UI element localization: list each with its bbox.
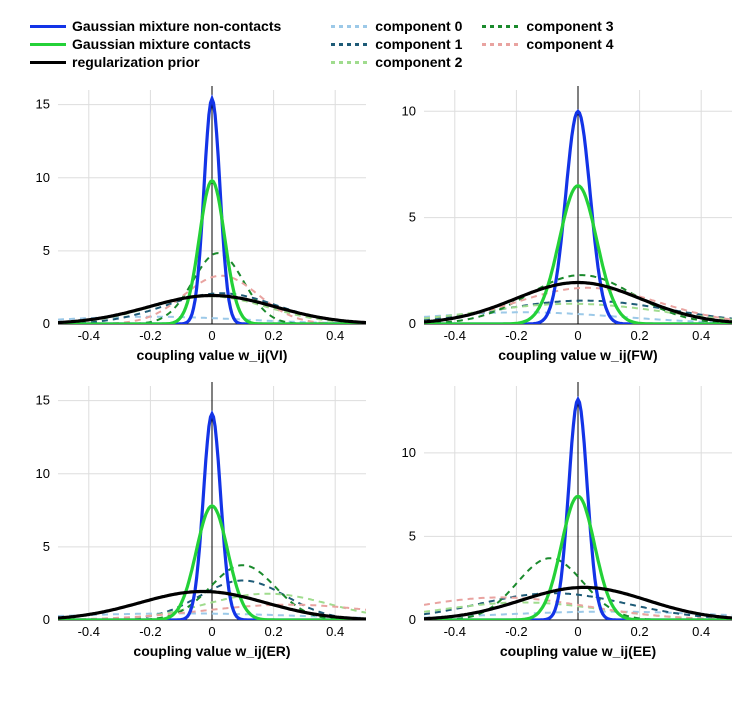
- legend-swatch: [331, 25, 369, 28]
- legend-label: regularization prior: [72, 54, 200, 70]
- xtick-label: 0: [208, 624, 215, 639]
- legend-swatch: [482, 25, 520, 28]
- ytick-label: 0: [409, 316, 416, 331]
- xtick-label: 0.4: [326, 624, 344, 639]
- panel-grid: 0 5 10 15 -0.4 -0.2 0 0.2 0.4 coupling value w_ij…: [10, 74, 744, 672]
- legend-swatch: [331, 43, 369, 46]
- panel-FW: 0 5 10 -0.4 -0.2 0 0.2 0.4 coupling value w_ij(F…: [380, 80, 740, 370]
- xtick-label: 0.4: [692, 624, 710, 639]
- ytick-label: 0: [43, 316, 50, 331]
- xlabel: coupling value w_ij(EE): [500, 643, 656, 659]
- figure-legend: Gaussian mixture non-contacts Gaussian mi…: [10, 10, 744, 74]
- ytick-label: 5: [43, 243, 50, 258]
- ytick-label: 0: [409, 612, 416, 627]
- ytick-label: 5: [43, 539, 50, 554]
- legend-item: component 3: [482, 18, 613, 34]
- ytick-label: 10: [402, 445, 416, 460]
- ytick-label: 10: [402, 103, 416, 118]
- xtick-label: 0.2: [631, 624, 649, 639]
- legend-label: Gaussian mixture non-contacts: [72, 18, 281, 34]
- xtick-label: -0.4: [444, 328, 466, 343]
- panel-svg: 0 5 10 15 -0.4 -0.2 0 0.2 0.4 coupling value w_ij…: [14, 80, 374, 370]
- ytick-label: 5: [409, 210, 416, 225]
- ytick-label: 5: [409, 528, 416, 543]
- xtick-label: 0.2: [265, 624, 283, 639]
- xtick-label: -0.4: [78, 328, 100, 343]
- xlabel: coupling value w_ij(FW): [498, 347, 657, 363]
- legend-item: component 4: [482, 36, 613, 52]
- xtick-label: 0: [574, 624, 581, 639]
- legend-item: component 0: [331, 18, 462, 34]
- legend-item: Gaussian mixture non-contacts: [30, 18, 281, 34]
- xtick-label: -0.2: [139, 624, 161, 639]
- legend-item: component 2: [331, 54, 462, 70]
- legend-swatch: [30, 61, 66, 64]
- ytick-label: 10: [36, 170, 50, 185]
- panel-svg: 0 5 10 15 -0.4 -0.2 0 0.2 0.4 coupling value w_ij…: [14, 376, 374, 666]
- xtick-label: 0.4: [692, 328, 710, 343]
- legend-label: Gaussian mixture contacts: [72, 36, 251, 52]
- panel-EE: 0 5 10 -0.4 -0.2 0 0.2 0.4 coupling value w_ij(E…: [380, 376, 740, 666]
- xtick-label: -0.2: [505, 624, 527, 639]
- legend-swatch: [482, 43, 520, 46]
- xlabel: coupling value w_ij(ER): [133, 643, 290, 659]
- legend-label: component 0: [375, 18, 462, 34]
- legend-comp-col-1: component 0 component 1 component 2: [331, 18, 462, 70]
- legend-label: component 1: [375, 36, 462, 52]
- xtick-label: -0.2: [505, 328, 527, 343]
- legend-label: component 3: [526, 18, 613, 34]
- panel-VI: 0 5 10 15 -0.4 -0.2 0 0.2 0.4 coupling value w_ij…: [14, 80, 374, 370]
- legend-label: component 2: [375, 54, 462, 70]
- ytick-label: 0: [43, 612, 50, 627]
- legend-swatch: [30, 25, 66, 28]
- ytick-label: 15: [36, 393, 50, 408]
- legend-swatch: [30, 43, 66, 46]
- legend-item: regularization prior: [30, 54, 281, 70]
- panel-svg: 0 5 10 -0.4 -0.2 0 0.2 0.4 coupling value w_ij(E…: [380, 376, 740, 666]
- legend-swatch: [331, 61, 369, 64]
- xtick-label: 0.2: [265, 328, 283, 343]
- xtick-label: -0.2: [139, 328, 161, 343]
- xtick-label: -0.4: [78, 624, 100, 639]
- xtick-label: 0.2: [631, 328, 649, 343]
- xlabel: coupling value w_ij(VI): [137, 347, 288, 363]
- legend-main-col: Gaussian mixture non-contacts Gaussian mi…: [30, 18, 281, 70]
- ytick-label: 10: [36, 466, 50, 481]
- legend-item: component 1: [331, 36, 462, 52]
- panel-svg: 0 5 10 -0.4 -0.2 0 0.2 0.4 coupling value w_ij(F…: [380, 80, 740, 370]
- xtick-label: 0: [574, 328, 581, 343]
- panel-ER: 0 5 10 15 -0.4 -0.2 0 0.2 0.4 coupling value w_ij…: [14, 376, 374, 666]
- xtick-label: 0: [208, 328, 215, 343]
- legend-label: component 4: [526, 36, 613, 52]
- legend-comp-col-2: component 3 component 4: [482, 18, 613, 70]
- ytick-label: 15: [36, 97, 50, 112]
- xtick-label: -0.4: [444, 624, 466, 639]
- xtick-label: 0.4: [326, 328, 344, 343]
- legend-item: Gaussian mixture contacts: [30, 36, 281, 52]
